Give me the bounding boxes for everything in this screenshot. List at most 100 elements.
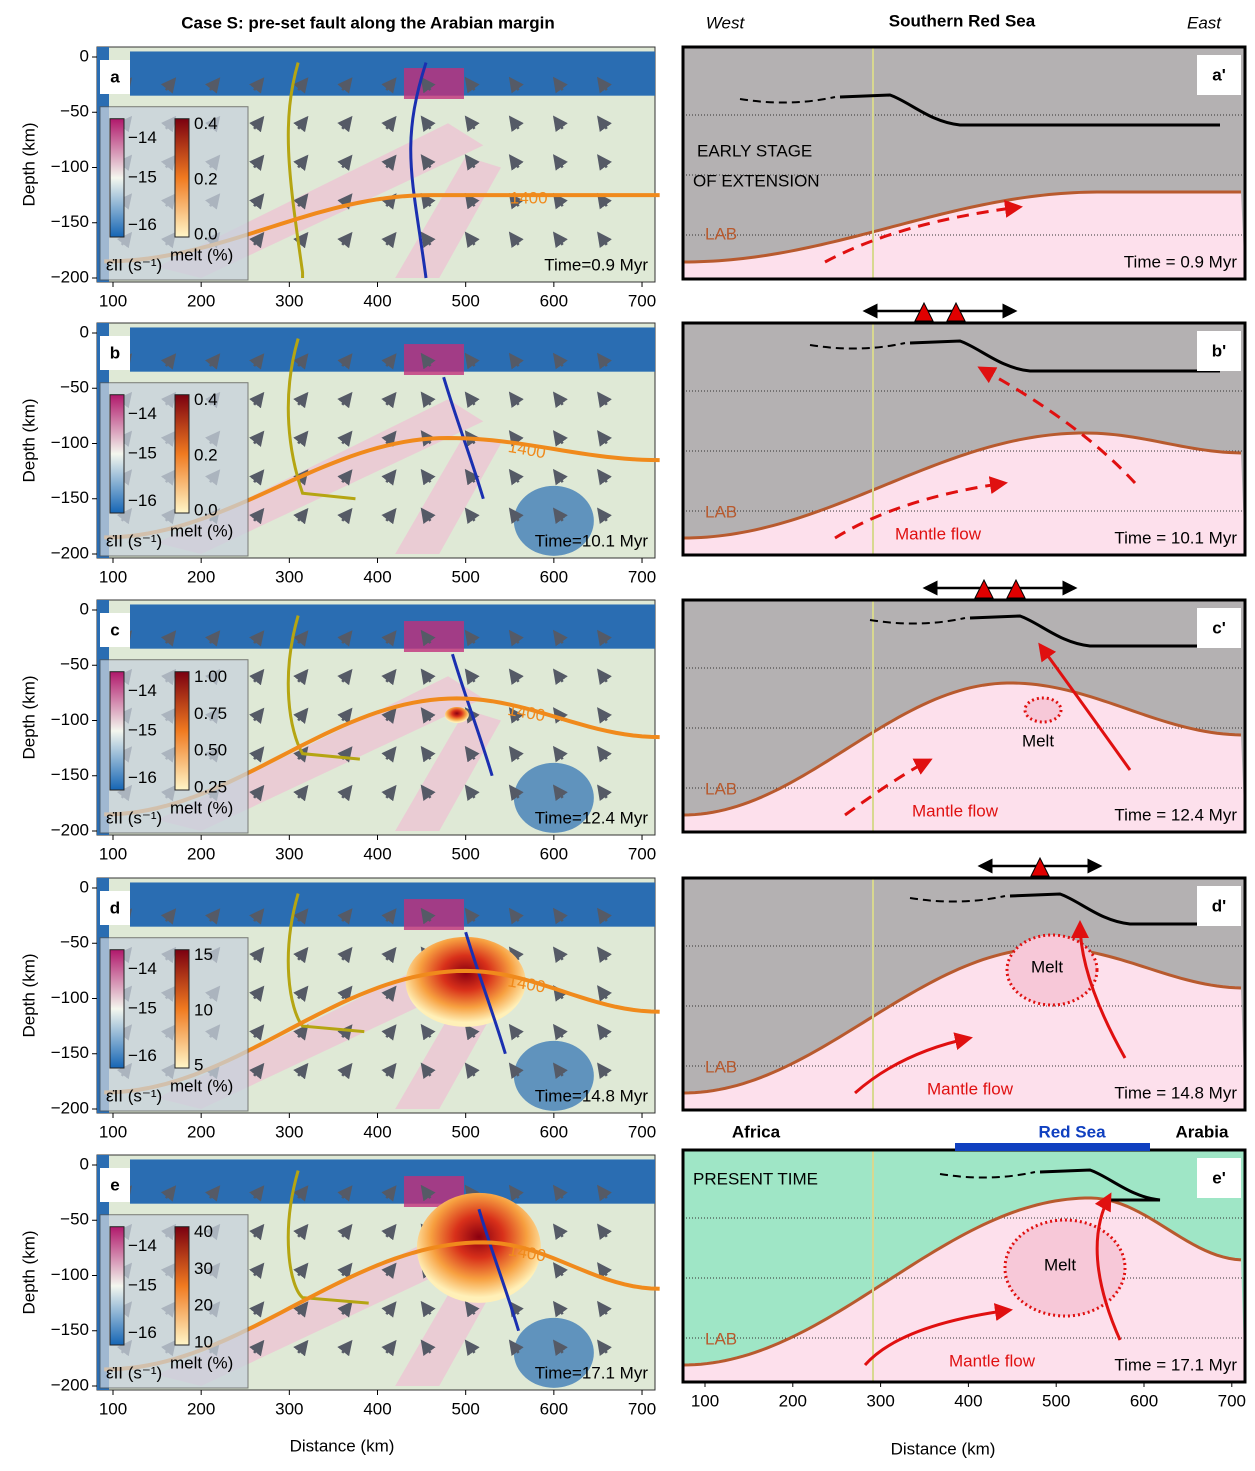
panel-label: e	[110, 1175, 119, 1194]
melt-colorbar	[175, 1227, 189, 1345]
panel-label: e'	[1212, 1168, 1226, 1187]
y-tick-label: −50	[60, 378, 89, 397]
lab-label: LAB	[705, 1057, 737, 1076]
strain-tick-label: −16	[128, 491, 157, 510]
y-axis-label: Depth (km)	[19, 122, 38, 206]
lab-label: LAB	[705, 779, 737, 798]
strain-tick-label: −16	[128, 1323, 157, 1342]
x-tick-label: 300	[275, 1122, 303, 1141]
y-axis-label: Depth (km)	[19, 398, 38, 482]
y-tick-label: −150	[51, 212, 89, 231]
lab-label: LAB	[705, 502, 737, 521]
melt-label: Melt	[1044, 1255, 1076, 1274]
melt-tick-label: 0.4	[194, 114, 218, 133]
y-tick-label: −200	[51, 820, 89, 839]
x-tick-label: 500	[451, 1122, 479, 1141]
stage-label: PRESENT TIME	[693, 1169, 818, 1188]
strain-tick-label: −15	[128, 1275, 157, 1294]
strain-tick-label: −14	[128, 681, 157, 700]
x-tick-label: 100	[99, 1399, 127, 1418]
time-label: Time=10.1 Myr	[535, 531, 649, 550]
stage-label: OF EXTENSION	[693, 171, 820, 190]
x-tick-label: 100	[99, 567, 127, 586]
melt-colorbar	[175, 119, 189, 237]
x-tick-label: 600	[540, 1399, 568, 1418]
x-tick-label: 200	[187, 844, 215, 863]
melt-tick-label: 10	[194, 1000, 213, 1019]
strain-tick-label: −15	[128, 720, 157, 739]
x-tick-label: 600	[540, 1122, 568, 1141]
melt-label: Melt	[1031, 957, 1063, 976]
lithosphere-band	[130, 327, 655, 371]
stage-label: EARLY STAGE	[697, 141, 812, 160]
melt-tick-label: 10	[194, 1332, 213, 1351]
time-label: Time = 14.8 Myr	[1114, 1083, 1237, 1102]
west-label: West	[706, 13, 746, 32]
melt-colorbar	[175, 950, 189, 1068]
y-tick-label: −150	[51, 488, 89, 507]
y-tick-label: −100	[51, 710, 89, 729]
x-tick-label: 200	[187, 291, 215, 310]
strain-colorbar	[110, 395, 124, 513]
strain-label: ε̇II (s⁻¹)	[106, 1363, 162, 1382]
y-tick-label: −100	[51, 988, 89, 1007]
y-tick-label: 0	[80, 322, 89, 341]
y-tick-label: 0	[80, 599, 89, 618]
fault-zone	[404, 621, 464, 652]
y-tick-label: −200	[51, 1375, 89, 1394]
panel-label: d	[110, 898, 120, 917]
melt-label: melt (%)	[170, 1353, 233, 1372]
panel-label: a'	[1212, 65, 1226, 84]
strain-tick-label: −16	[128, 1046, 157, 1065]
y-axis-label: Depth (km)	[19, 675, 38, 759]
x-tick-label: 400	[954, 1391, 982, 1410]
time-label: Time = 17.1 Myr	[1114, 1355, 1237, 1374]
panel-label: a	[110, 67, 120, 86]
y-tick-label: −200	[51, 543, 89, 562]
y-tick-label: −150	[51, 1320, 89, 1339]
strain-tick-label: −14	[128, 959, 157, 978]
y-tick-label: −50	[60, 102, 89, 121]
strain-label: ε̇II (s⁻¹)	[106, 531, 162, 550]
y-axis-label: Depth (km)	[19, 1230, 38, 1314]
fault-zone	[404, 68, 464, 99]
time-label: Time=17.1 Myr	[535, 1363, 649, 1382]
mantle-flow-label: Mantle flow	[927, 1079, 1014, 1098]
x-tick-label: 700	[628, 844, 656, 863]
time-label: Time=14.8 Myr	[535, 1086, 649, 1105]
x-tick-label: 300	[275, 291, 303, 310]
x-tick-label: 500	[451, 567, 479, 586]
melt-tick-label: 20	[194, 1296, 213, 1315]
x-tick-label: 200	[187, 1122, 215, 1141]
x-tick-label: 100	[691, 1391, 719, 1410]
strain-colorbar	[110, 1227, 124, 1345]
x-tick-label: 500	[451, 291, 479, 310]
melt-zone	[1025, 698, 1061, 722]
y-tick-label: 0	[80, 1154, 89, 1173]
x-tick-label: 300	[275, 844, 303, 863]
x-tick-label: 400	[363, 567, 391, 586]
x-tick-label: 600	[1130, 1391, 1158, 1410]
x-tick-label: 200	[187, 567, 215, 586]
strain-colorbar	[110, 950, 124, 1068]
strain-tick-label: −15	[128, 167, 157, 186]
y-tick-label: −50	[60, 1210, 89, 1229]
strain-tick-label: −14	[128, 1236, 157, 1255]
melt-tick-label: 5	[194, 1055, 203, 1074]
lab-label: LAB	[705, 224, 737, 243]
lithosphere-band	[130, 1159, 655, 1203]
melt-tick-label: 0.2	[194, 169, 218, 188]
y-tick-label: −200	[51, 1098, 89, 1117]
time-label: Time = 12.4 Myr	[1114, 805, 1237, 824]
melt-zone	[445, 707, 469, 723]
strain-label: ε̇II (s⁻¹)	[106, 255, 162, 274]
time-label: Time=12.4 Myr	[535, 808, 649, 827]
melt-tick-label: 40	[194, 1222, 213, 1241]
left-title: Case S: pre-set fault along the Arabian …	[181, 13, 554, 32]
melt-tick-label: 0.50	[194, 741, 227, 760]
arabia-label: Arabia	[1176, 1122, 1229, 1141]
panel-label: b'	[1212, 341, 1226, 360]
lithosphere-band	[130, 604, 655, 648]
strain-tick-label: −15	[128, 998, 157, 1017]
x-tick-label: 100	[99, 1122, 127, 1141]
